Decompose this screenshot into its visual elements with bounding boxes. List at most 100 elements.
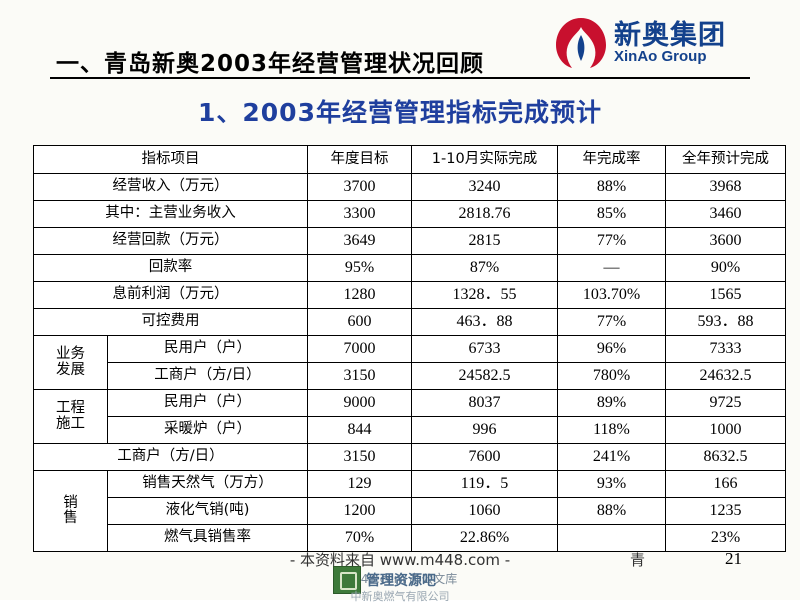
row-year: 1235 — [665, 497, 786, 525]
row-target: 9000 — [307, 389, 412, 417]
row-target: 3649 — [307, 227, 412, 255]
row-target: 70% — [307, 524, 412, 552]
col-header-item: 指标项目 — [33, 145, 308, 174]
table-row: 燃气具销售率 70% 22.86% 23% — [34, 524, 786, 552]
table-row: 经营收入（万元） 3700 3240 88% 3968 — [33, 173, 786, 201]
col-header-rate: 年完成率 — [557, 145, 666, 174]
logo-mark-svg — [556, 18, 606, 68]
table-row: 回款率 95% 87% — 90% — [33, 254, 786, 282]
row-actual: 119．5 — [411, 470, 558, 498]
row-year: 1000 — [665, 416, 786, 444]
row-rate: 103.70% — [557, 281, 666, 309]
row-rate: 241% — [557, 443, 666, 471]
table-row: 工商户（方/日） 3150 24582.5 780% 24632.5 — [34, 362, 786, 390]
row-rate: 118% — [557, 416, 666, 444]
col-header-target: 年度目标 — [307, 145, 412, 174]
row-item: 工商户（方/日） — [107, 362, 308, 390]
row-rate: 89% — [557, 389, 666, 417]
row-item: 可控费用 — [33, 308, 308, 336]
indicators-table: 指标项目 年度目标 1-10月实际完成 年完成率 全年预计完成 经营收入（万元）… — [33, 145, 786, 552]
row-actual: 8037 — [411, 389, 558, 417]
table-row: 可控费用 600 463．88 77% 593．88 — [33, 308, 786, 336]
section-heading: 一、青岛新奥2003年经营管理状况回顾 — [56, 51, 485, 77]
table-row: 经营回款（万元） 3649 2815 77% 3600 — [33, 227, 786, 255]
row-rate: 780% — [557, 362, 666, 390]
row-actual: 7600 — [411, 443, 558, 471]
row-year: 9725 — [665, 389, 786, 417]
row-year: 166 — [665, 470, 786, 498]
table-row: 液化气销(吨) 1200 1060 88% 1235 — [34, 497, 786, 525]
row-item: 民用户（户） — [107, 335, 308, 363]
group-label-engineering: 工程 施工 — [33, 389, 108, 444]
table-header-row: 指标项目 年度目标 1-10月实际完成 年完成率 全年预计完成 — [33, 145, 786, 174]
row-rate: 88% — [557, 173, 666, 201]
group-label-sales: 销售 — [33, 470, 108, 552]
col-header-actual: 1-10月实际完成 — [411, 145, 558, 174]
table-row: 销售 销售天然气（万方） 129 119．5 93% 166 — [33, 470, 786, 552]
watermark-badge: 管理资源吧 — [333, 566, 436, 594]
row-item: 销售天然气（万方） — [107, 470, 308, 498]
group-label-business: 业务 发展 — [33, 335, 108, 390]
row-actual: 996 — [411, 416, 558, 444]
row-year: 3460 — [665, 200, 786, 228]
row-target: 3150 — [307, 443, 412, 471]
table-row: 工商户（方/日） 3150 7600 241% 8632.5 — [33, 443, 786, 471]
table-row: 工程 施工 民用户（户） 9000 8037 89% 9725 — [33, 389, 786, 444]
row-year: 24632.5 — [665, 362, 786, 390]
row-year: 8632.5 — [665, 443, 786, 471]
row-actual: 87% — [411, 254, 558, 282]
row-rate: 77% — [557, 227, 666, 255]
row-item: 息前利润（万元） — [33, 281, 308, 309]
row-year: 1565 — [665, 281, 786, 309]
row-item: 采暖炉（户） — [107, 416, 308, 444]
row-item: 回款率 — [33, 254, 308, 282]
book-icon — [333, 566, 361, 594]
row-actual: 22.86% — [411, 524, 558, 552]
xinao-logo-mark — [552, 15, 610, 71]
row-target: 7000 — [307, 335, 412, 363]
row-target: 95% — [307, 254, 412, 282]
row-year: 23% — [665, 524, 786, 552]
row-year: 90% — [665, 254, 786, 282]
row-target: 3150 — [307, 362, 412, 390]
company-logo: 新奥集团 XinAo Group — [552, 12, 762, 74]
row-item: 燃气具销售率 — [107, 524, 308, 552]
row-rate: 93% — [557, 470, 666, 498]
table-row: 业务 发展 民用户（户） 7000 6733 96% 7333 — [33, 335, 786, 390]
row-item: 经营收入（万元） — [33, 173, 308, 201]
row-item: 工商户（方/日） — [33, 443, 308, 471]
row-actual: 2815 — [411, 227, 558, 255]
watermark-subtext: 中新奥燃气有限公司 — [350, 590, 450, 603]
row-target: 1200 — [307, 497, 412, 525]
row-target: 3300 — [307, 200, 412, 228]
row-target: 844 — [307, 416, 412, 444]
watermark-text: M448.com 办公文库 — [342, 572, 458, 586]
row-rate: 77% — [557, 308, 666, 336]
row-actual: 6733 — [411, 335, 558, 363]
row-target: 3700 — [307, 173, 412, 201]
row-item: 其中：主营业务收入 — [33, 200, 308, 228]
row-rate: 85% — [557, 200, 666, 228]
row-year: 7333 — [665, 335, 786, 363]
heading-divider — [50, 77, 750, 79]
page-number: 21 — [725, 549, 742, 568]
row-rate: 96% — [557, 335, 666, 363]
row-actual: 2818.76 — [411, 200, 558, 228]
footer-source: - 本资料来自 www.m448.com - — [289, 551, 511, 569]
row-item: 民用户（户） — [107, 389, 308, 417]
row-rate: — — [557, 254, 666, 282]
row-actual: 24582.5 — [411, 362, 558, 390]
row-target: 600 — [307, 308, 412, 336]
row-rate: 88% — [557, 497, 666, 525]
row-item: 经营回款（万元） — [33, 227, 308, 255]
table-row: 其中：主营业务收入 3300 2818.76 85% 3460 — [33, 200, 786, 228]
logo-company-en: XinAo Group — [614, 47, 707, 65]
row-year: 3600 — [665, 227, 786, 255]
logo-company-cn: 新奥集团 — [614, 19, 726, 50]
logo-text: 新奥集团 XinAo Group — [614, 19, 726, 66]
row-actual: 1328．55 — [411, 281, 558, 309]
row-target: 129 — [307, 470, 412, 498]
row-year: 593．88 — [665, 308, 786, 336]
row-target: 1280 — [307, 281, 412, 309]
